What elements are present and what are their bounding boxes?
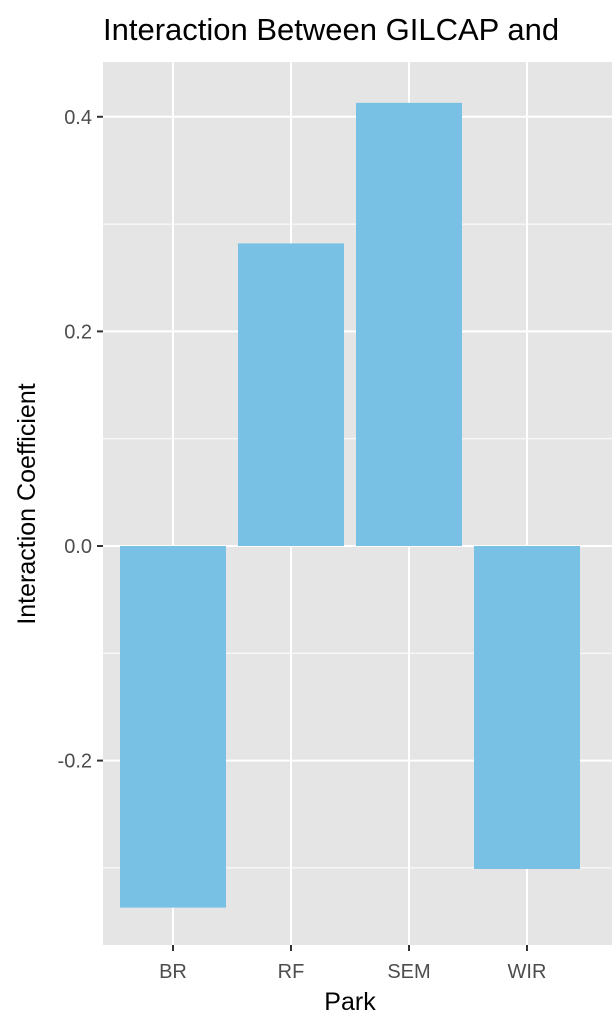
x-tick-label: SEM <box>387 961 430 983</box>
x-axis: BR RF SEM WIR <box>159 945 546 983</box>
y-tick-label: -0.2 <box>58 751 92 773</box>
y-tick-label: 0.2 <box>64 321 92 343</box>
y-axis: -0.2 0.0 0.2 0.4 <box>58 107 103 773</box>
x-axis-title: Park <box>324 988 376 1016</box>
bar-sem <box>356 102 462 546</box>
x-tick-label: WIR <box>508 961 547 983</box>
y-tick-label: 0.4 <box>64 107 92 129</box>
bar-wir <box>474 546 580 869</box>
bar-rf <box>238 243 344 546</box>
bar-br <box>120 546 226 908</box>
x-tick-label: RF <box>278 961 305 983</box>
chart-title: Interaction Between GILCAP and <box>103 12 559 47</box>
x-tick-label: BR <box>159 961 187 983</box>
y-axis-title: Interaction Coefficient <box>13 383 41 624</box>
bars <box>120 102 580 908</box>
y-tick-label: 0.0 <box>64 536 92 558</box>
